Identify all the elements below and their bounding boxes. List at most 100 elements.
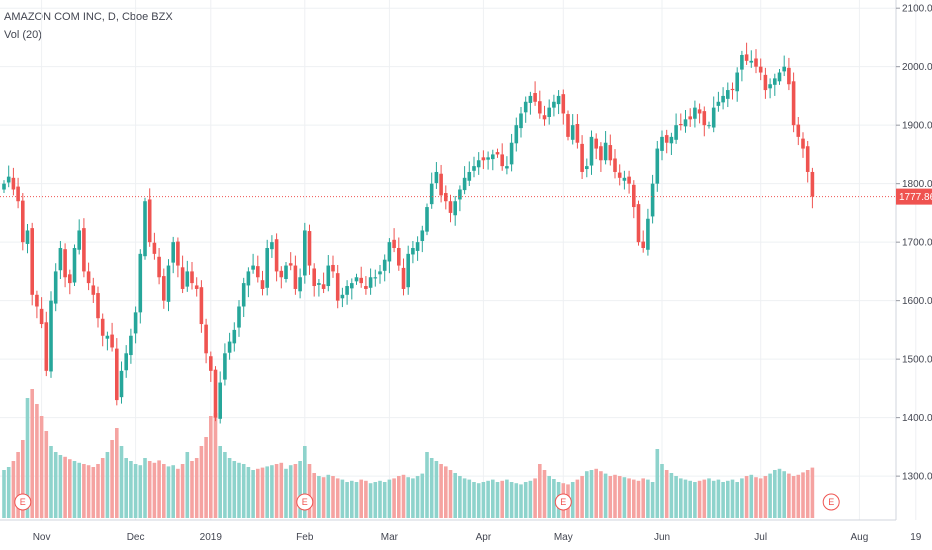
volume-bar — [251, 470, 255, 518]
candle-body — [166, 265, 171, 302]
volume-bar — [119, 446, 124, 518]
candle-body — [448, 201, 453, 213]
earnings-marker[interactable] — [14, 493, 32, 511]
volume-bar — [679, 478, 683, 518]
candle-body — [53, 271, 58, 304]
candle-body — [274, 239, 279, 272]
volume-bar — [392, 478, 396, 518]
volume-bar — [773, 470, 777, 518]
volume-indicator-label: Vol (20) — [4, 29, 42, 41]
volume-bar — [730, 479, 735, 518]
volume-bar — [448, 470, 453, 518]
candle-body — [514, 125, 519, 144]
candle-body — [603, 142, 608, 161]
volume-bar — [768, 473, 772, 518]
volume-bar — [655, 449, 660, 518]
volume-bar — [481, 482, 486, 518]
candle-body — [744, 54, 749, 61]
volume-bar — [514, 483, 519, 518]
candle-body — [237, 306, 241, 328]
candle-body — [359, 277, 363, 284]
volume-bar — [246, 467, 251, 518]
volume-bar — [274, 464, 279, 518]
candle-body — [204, 324, 208, 354]
volume-bar — [791, 476, 796, 518]
volume-bar — [270, 465, 274, 518]
volume-bar — [740, 478, 744, 518]
candle-body — [406, 253, 410, 288]
earnings-marker[interactable] — [822, 493, 840, 511]
candle-body — [664, 135, 669, 143]
earnings-marker[interactable] — [296, 493, 314, 511]
volume-bar — [265, 466, 269, 518]
x-tick-label: Nov — [33, 532, 51, 543]
candle-body — [138, 253, 143, 313]
volume-bar — [110, 440, 114, 518]
candle-body — [251, 265, 255, 270]
volume-bar — [223, 452, 227, 518]
candle-body — [538, 101, 542, 114]
volume-bar — [425, 452, 429, 518]
volume-bar — [25, 398, 30, 518]
candle-body — [326, 265, 331, 287]
candle-body — [415, 242, 420, 251]
symbol-title: AMAZON COM INC, D, Cboe BZX — [4, 11, 173, 23]
volume-bar — [303, 446, 307, 518]
volume-bar — [284, 468, 288, 518]
volume-bar — [176, 468, 180, 518]
candle-body — [307, 231, 312, 266]
candle-body — [561, 94, 566, 114]
y-tick-label: 2000.00 — [902, 62, 932, 73]
volume-bar — [758, 478, 763, 518]
volume-bar — [143, 458, 147, 518]
candle-body — [354, 277, 359, 282]
candle-body — [190, 271, 194, 284]
volume-bar — [711, 480, 716, 518]
candle-body — [279, 270, 284, 278]
price-tag-bg — [896, 188, 932, 205]
volume-bar — [608, 476, 613, 518]
volume-bar — [552, 479, 556, 518]
candle-body — [335, 273, 340, 301]
volume-bar — [622, 477, 627, 518]
candle-body — [209, 356, 213, 371]
candle-body — [96, 293, 100, 319]
volume-bars — [2, 389, 815, 518]
volume-bar — [523, 482, 528, 518]
candle-body — [129, 335, 133, 356]
volume-bar — [538, 464, 542, 518]
candle-body — [439, 173, 443, 196]
earnings-marker[interactable] — [554, 493, 572, 511]
candle-body — [476, 160, 481, 168]
volume-bar — [354, 482, 359, 518]
candle-body — [180, 267, 185, 289]
candle-body — [589, 136, 594, 166]
volume-bar — [171, 465, 175, 518]
volume-bar — [636, 480, 641, 518]
volume-bar — [491, 479, 495, 518]
candle-body — [119, 370, 124, 398]
candle-body — [716, 101, 721, 106]
candle-body — [411, 248, 415, 255]
candle-body — [397, 248, 401, 266]
candle-body — [256, 266, 260, 278]
volume-bar — [542, 470, 547, 518]
volume-bar — [138, 465, 143, 518]
candle-body — [641, 241, 645, 249]
volume-bar — [735, 482, 739, 518]
volume-bar — [486, 480, 490, 518]
candle-body — [711, 107, 716, 128]
candle-body — [265, 248, 269, 288]
candle-body — [697, 109, 702, 114]
volume-bar — [185, 452, 190, 518]
volume-bar — [627, 478, 631, 518]
price-axis: 2100.00 2000.00 1900.00 1800.00 1700.00 1600.… — [0, 0, 932, 521]
candle-body — [674, 125, 678, 140]
candle-body — [392, 239, 396, 249]
volume-bar — [697, 480, 702, 518]
candle-body — [749, 60, 754, 63]
earnings-marker-label: E — [20, 497, 26, 507]
candle-body — [340, 294, 345, 299]
x-tick-label: Dec — [127, 532, 145, 543]
